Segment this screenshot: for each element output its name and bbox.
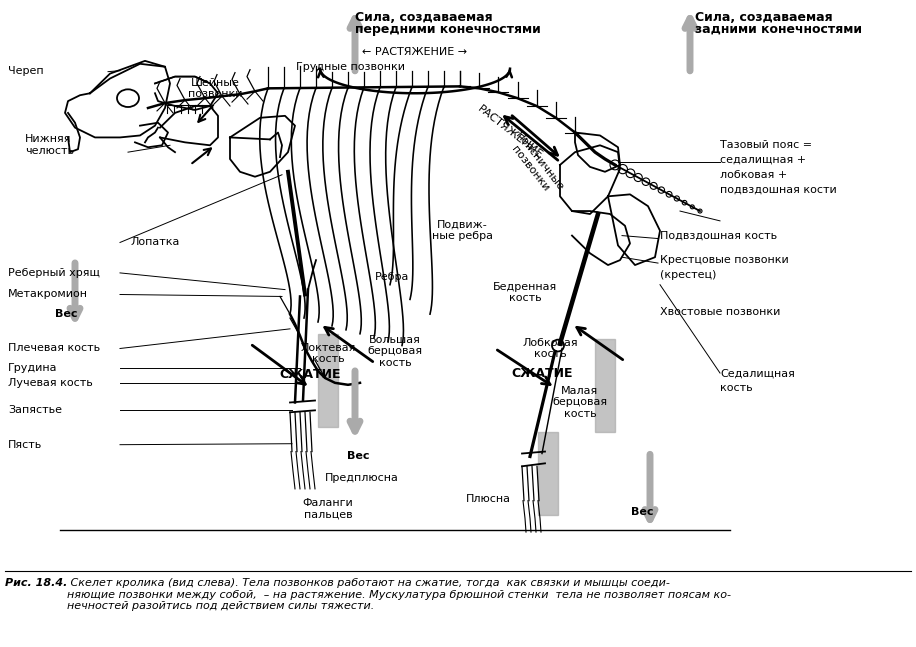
Text: Лопатка: Лопатка: [130, 237, 180, 247]
Text: Тазовый пояс =: Тазовый пояс =: [720, 140, 812, 150]
Text: ← РАСТЯЖЕНИЕ →: ← РАСТЯЖЕНИЕ →: [363, 47, 467, 57]
Text: Вес: Вес: [347, 452, 369, 461]
Text: Грудные позвонки: Грудные позвонки: [296, 61, 405, 72]
Text: задними конечностями: задними конечностями: [695, 23, 862, 36]
Text: кость: кость: [720, 383, 753, 393]
Text: Седалищная: Седалищная: [720, 368, 795, 378]
Text: Вес: Вес: [55, 309, 78, 319]
Text: СЖАТИЕ: СЖАТИЕ: [279, 369, 341, 382]
Text: Ребра: Ребра: [375, 272, 409, 282]
Text: Хвостовые позвонки: Хвостовые позвонки: [660, 307, 780, 317]
Text: Запястье: Запястье: [8, 405, 62, 415]
Text: Сила, создаваемая: Сила, создаваемая: [355, 11, 493, 24]
Text: Рис. 18.4.: Рис. 18.4.: [5, 578, 68, 588]
Text: Плечевая кость: Плечевая кость: [8, 344, 100, 353]
Bar: [538, 432, 558, 516]
Bar: [595, 338, 615, 432]
Text: Лучевая кость: Лучевая кость: [8, 378, 93, 388]
Text: Метакромион: Метакромион: [8, 289, 88, 300]
Text: Предплюсна: Предплюсна: [325, 473, 399, 483]
Text: Шейные
позвонки: Шейные позвонки: [188, 78, 242, 99]
Text: (крестец): (крестец): [660, 270, 716, 280]
Text: Бедренная
кость: Бедренная кость: [493, 281, 557, 303]
Text: Локтевая
кость: Локтевая кость: [300, 343, 355, 364]
Text: Подвздошная кость: Подвздошная кость: [660, 230, 777, 241]
Text: РАСТЯЖЕНИЕ: РАСТЯЖЕНИЕ: [475, 104, 544, 161]
Text: Большая
берцовая
кость: Большая берцовая кость: [367, 335, 422, 368]
Text: подвздошная кости: подвздошная кости: [720, 184, 836, 195]
Text: Подвиж-
ные ребра: Подвиж- ные ребра: [431, 220, 493, 241]
Text: Пясть: Пясть: [8, 440, 42, 450]
Text: Поясничные
позвонки: Поясничные позвонки: [505, 130, 566, 200]
Text: Крестцовые позвонки: Крестцовые позвонки: [660, 255, 789, 265]
Text: Реберный хрящ: Реберный хрящ: [8, 268, 100, 278]
Text: седалищная +: седалищная +: [720, 155, 806, 165]
Text: Вес: Вес: [631, 507, 653, 518]
Text: Фаланги
пальцев: Фаланги пальцев: [302, 498, 354, 520]
Text: Лобковая
кость: Лобковая кость: [522, 338, 578, 359]
Text: Череп: Череп: [8, 66, 44, 76]
Text: СЖАТИЕ: СЖАТИЕ: [511, 367, 572, 380]
Text: Скелет кролика (вид слева). Тела позвонков работают на сжатие, тогда  как связки: Скелет кролика (вид слева). Тела позвонк…: [67, 578, 731, 611]
Text: лобковая +: лобковая +: [720, 170, 787, 180]
Text: Сила, создаваемая: Сила, создаваемая: [695, 11, 833, 24]
Text: Малая
берцовая
кость: Малая берцовая кость: [552, 386, 607, 419]
Bar: [318, 334, 338, 427]
Text: передними конечностями: передними конечностями: [355, 23, 540, 36]
Text: Нижняя
челюсть: Нижняя челюсть: [25, 135, 74, 156]
Text: Грудина: Грудина: [8, 363, 58, 373]
Text: Плюсна: Плюсна: [465, 494, 510, 503]
